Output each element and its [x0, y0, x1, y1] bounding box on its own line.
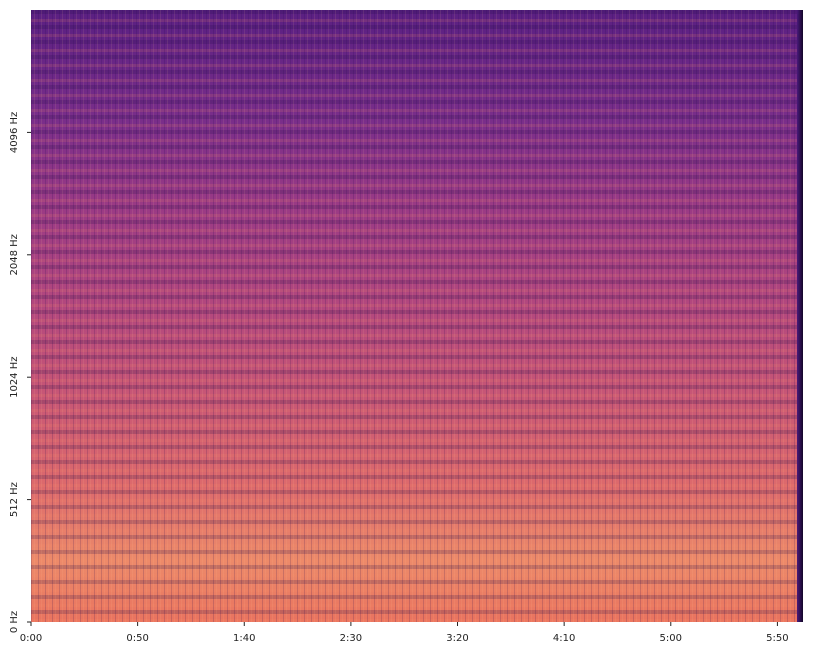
x-tick-label: 0:00: [20, 633, 42, 644]
x-tick-label: 2:30: [340, 633, 362, 644]
y-tick-label: 0 Hz: [9, 611, 20, 633]
x-tick-label: 3:20: [446, 633, 468, 644]
x-tick-label: 5:00: [660, 633, 682, 644]
x-tick-label: 4:10: [553, 633, 575, 644]
x-tick-label: 0:50: [126, 633, 148, 644]
y-tick-label: 1024 Hz: [9, 356, 20, 397]
y-tick-label: 4096 Hz: [9, 112, 20, 153]
x-tick-label: 5:50: [766, 633, 788, 644]
spectrogram-edge: [797, 10, 803, 622]
y-tick-label: 512 Hz: [9, 482, 20, 517]
spectrogram-image: [31, 10, 803, 622]
x-tick-label: 1:40: [233, 633, 255, 644]
y-tick-label: 2048 Hz: [9, 234, 20, 275]
